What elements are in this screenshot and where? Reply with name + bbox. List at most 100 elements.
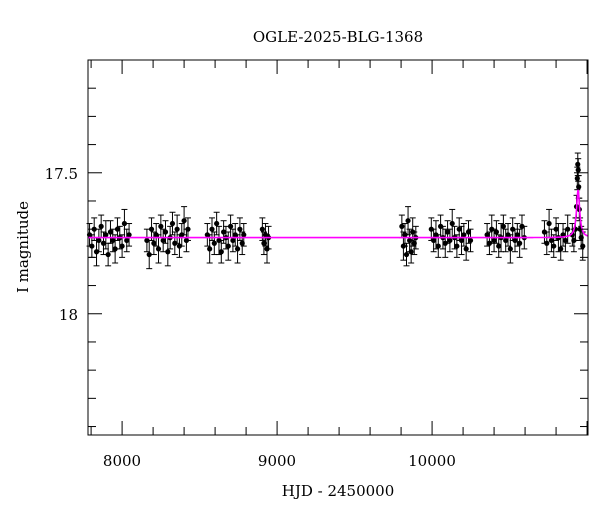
data-point [102,220,109,250]
data-point [240,223,247,247]
point-marker [576,184,582,190]
x-tick-label: 9000 [258,452,296,470]
point-marker [546,220,552,227]
point-marker [209,226,215,232]
data-point [126,223,133,247]
point-marker [218,249,224,255]
point-marker [496,243,502,249]
data-point [511,228,518,253]
point-marker [259,226,265,232]
point-marker [126,232,132,238]
point-marker [431,237,437,244]
point-marker [562,237,568,244]
point-marker [114,226,121,232]
point-marker [241,232,247,238]
point-marker [112,246,118,252]
data-point [408,239,415,264]
data-point [259,217,266,241]
point-marker [463,246,469,252]
point-marker [151,240,157,246]
point-marker [435,243,441,249]
point-marker [181,218,187,224]
point-marker [507,246,513,252]
point-marker [408,249,414,255]
chart-title: OGLE-2025-BLG-1368 [253,28,423,46]
plot-frame [87,59,589,436]
point-marker [155,246,162,252]
point-marker [158,223,164,229]
data-point [543,231,550,256]
point-marker [110,237,116,244]
point-marker [165,249,171,255]
point-marker [225,243,231,249]
data-point [164,237,171,267]
point-marker [105,251,111,258]
point-marker [403,251,410,258]
point-marker [517,240,523,246]
point-marker [565,226,571,232]
point-marker [491,237,497,244]
point-marker [148,226,155,232]
data-point [220,220,227,244]
point-marker [96,237,102,244]
point-marker [558,246,564,252]
data-point [467,228,474,253]
point-marker [484,232,490,238]
point-marker [548,237,555,244]
point-marker [580,243,586,249]
point-marker [160,237,166,244]
point-marker [512,237,518,244]
data-point [208,217,215,241]
point-marker [234,246,241,252]
point-marker [514,232,520,238]
point-marker [185,226,191,232]
x-tick-label: 10000 [408,452,456,470]
point-marker [449,220,455,227]
point-marker [454,243,460,249]
data-point [435,234,442,258]
data-point [403,242,410,267]
data-point [458,225,465,256]
point-marker [227,223,234,229]
point-marker [575,167,581,173]
axis-ticks [88,60,588,435]
data-point [206,234,213,264]
point-marker [146,251,152,258]
point-marker [98,223,104,229]
point-marker [467,237,474,244]
point-marker [169,220,176,227]
data-point [446,228,453,253]
point-marker [465,229,472,235]
point-marker [237,226,243,232]
point-marker [100,240,107,246]
point-marker [121,220,128,227]
y-tick-label: 17.5 [45,165,78,183]
point-marker [221,229,227,235]
data-point [213,211,220,236]
point-marker [162,229,169,235]
point-marker [500,223,506,229]
x-tick-label: 8000 [103,452,141,470]
point-marker [456,226,462,232]
data-point [405,206,412,236]
y-tick-label: 18 [59,306,78,324]
data-point [564,214,571,244]
x-axis-label: HJD - 2450000 [282,482,395,500]
point-marker [124,237,130,244]
data-point [162,220,169,244]
point-marker [447,237,453,244]
point-marker [211,240,217,246]
data-point [430,228,437,253]
point-marker [107,229,114,235]
point-marker [214,220,220,227]
point-marker [399,223,405,229]
y-axis-label: I magnitude [14,201,32,293]
point-marker [503,237,509,244]
point-marker [230,237,236,244]
data-point [112,234,119,264]
data-points [86,152,586,270]
point-marker [207,246,213,252]
point-marker [544,240,550,246]
point-marker [103,232,109,238]
